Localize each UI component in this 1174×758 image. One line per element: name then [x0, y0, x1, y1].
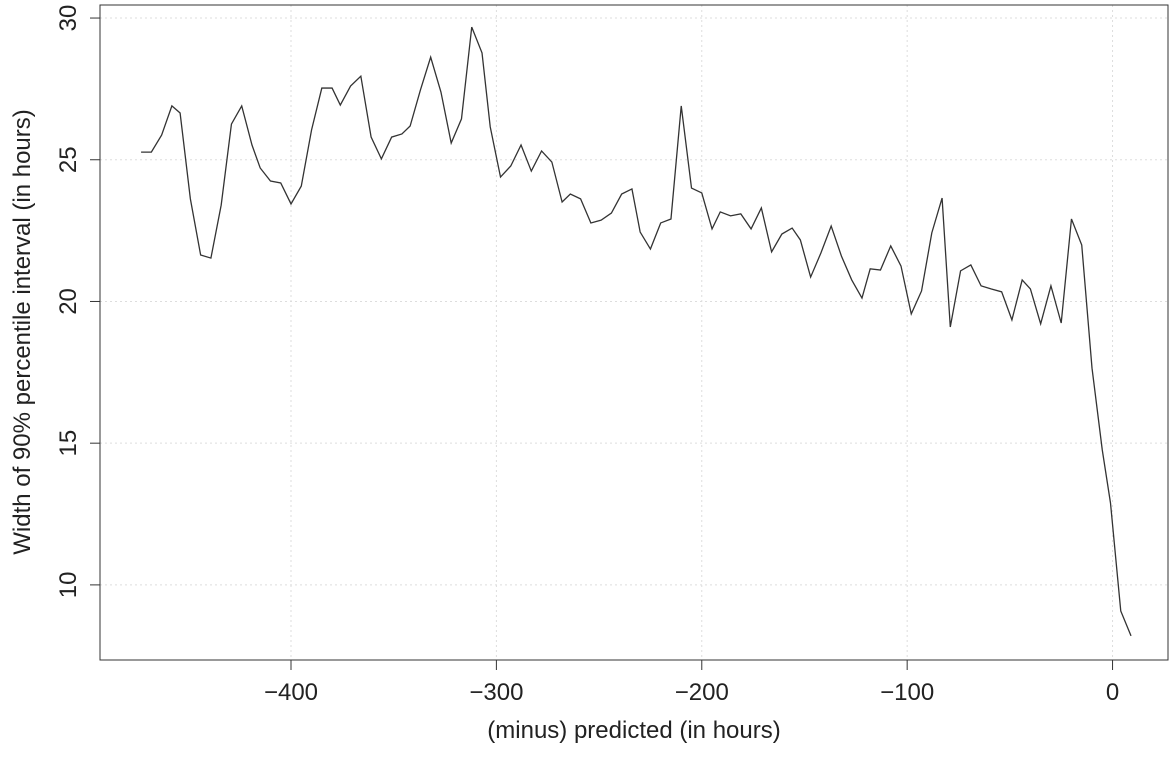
y-tick-label: 20 — [55, 288, 82, 315]
x-tick-label: −100 — [880, 679, 934, 706]
y-tick-label: 15 — [55, 430, 82, 457]
y-tick-label: 25 — [55, 146, 82, 173]
y-tick-label: 10 — [55, 572, 82, 599]
x-tick-label: −300 — [469, 679, 523, 706]
x-tick-label: 0 — [1106, 679, 1119, 706]
data-line — [141, 26, 1132, 637]
plot-frame — [99, 4, 1169, 661]
y-tick-label: 30 — [55, 5, 82, 32]
y-axis-label: Width of 90% percentile interval (in hou… — [9, 109, 36, 555]
x-tick-label: −400 — [264, 679, 318, 706]
x-axis-label: (minus) predicted (in hours) — [487, 717, 780, 744]
x-tick-label: −200 — [675, 679, 729, 706]
